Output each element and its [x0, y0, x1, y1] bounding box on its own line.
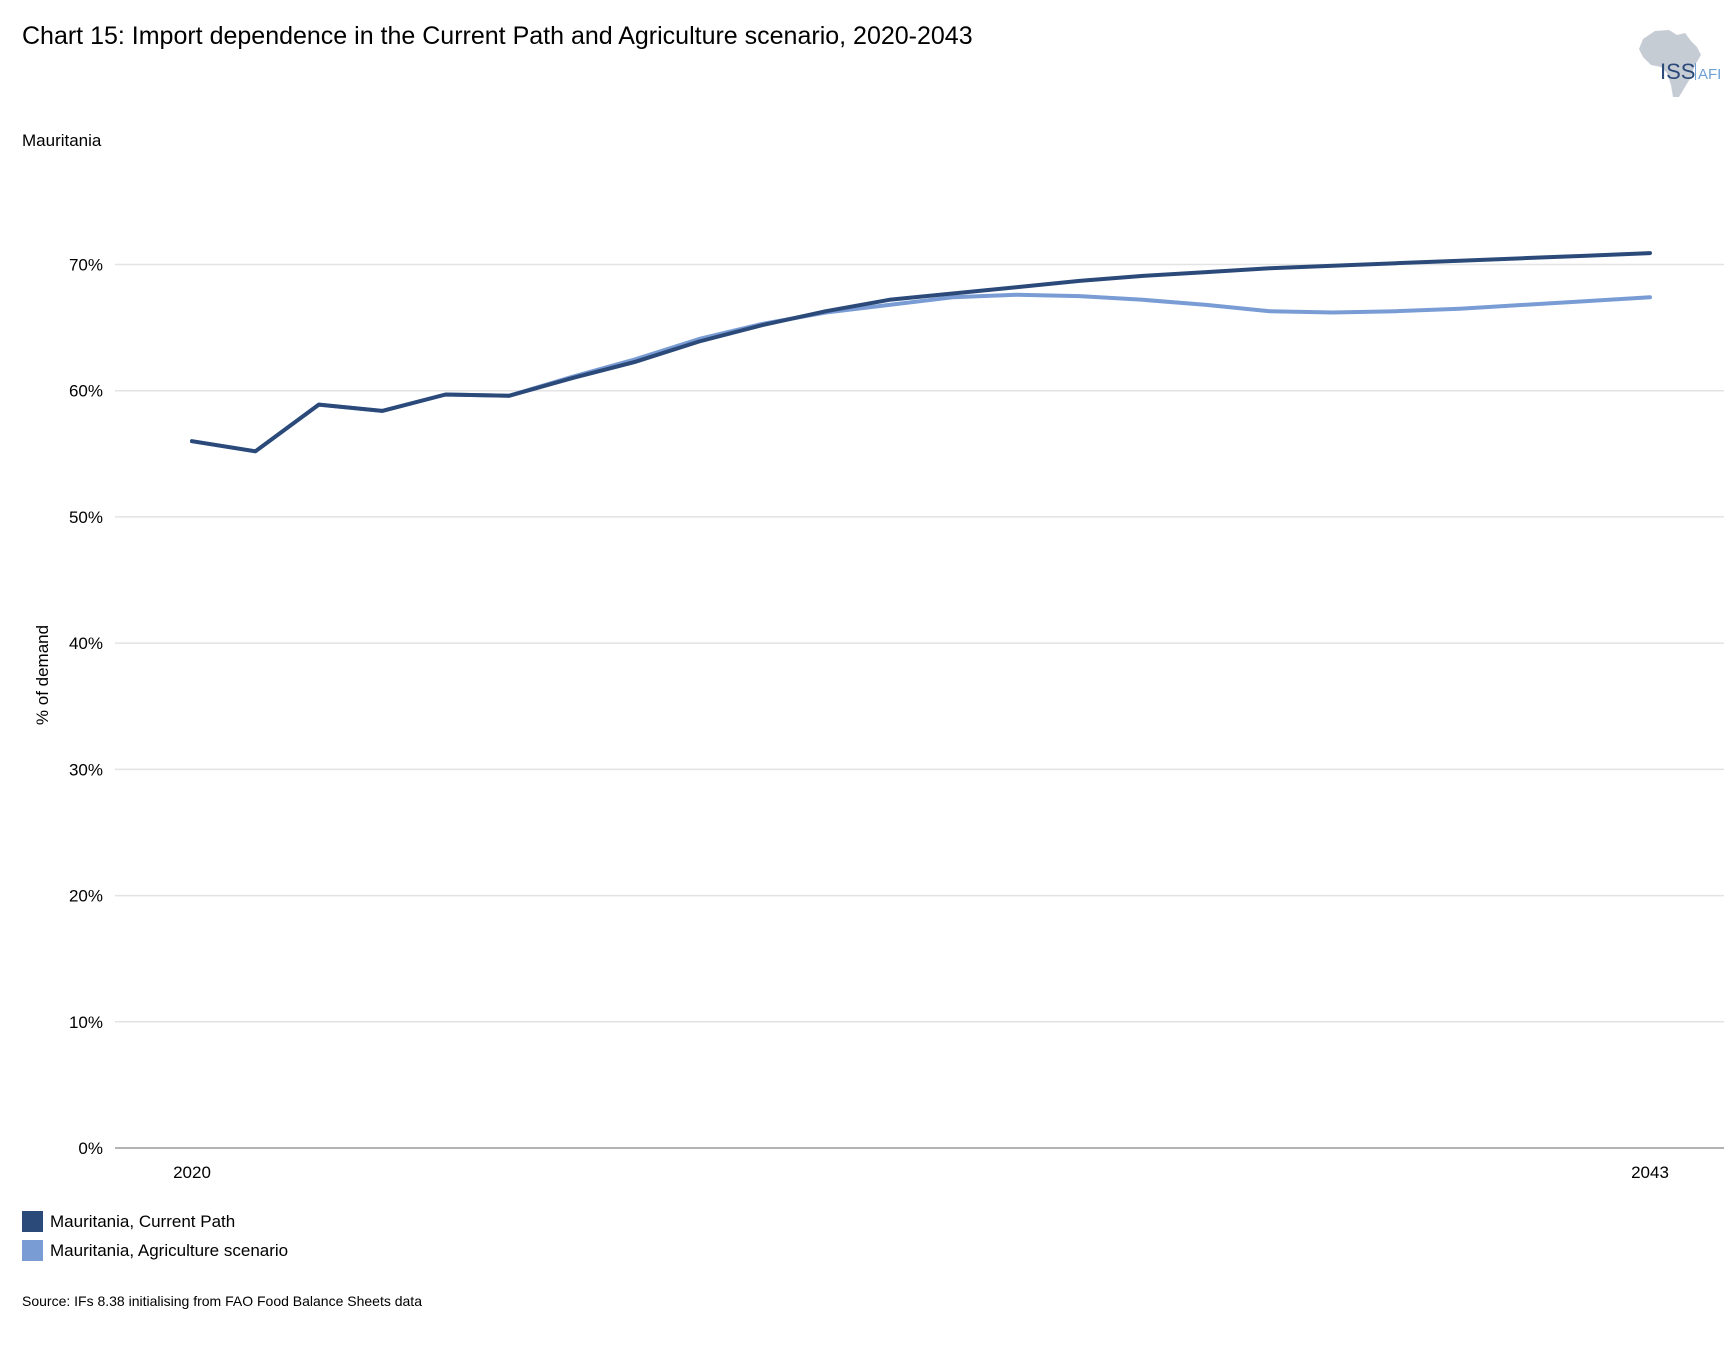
y-tick-label: 30% [69, 760, 103, 779]
y-tick-label: 10% [69, 1013, 103, 1032]
x-tick-label: 2020 [173, 1163, 211, 1182]
y-tick-labels: 0% 10% 20% 30% 40% 50% 60% 70% [69, 256, 103, 1159]
logo-divider [1695, 63, 1696, 80]
chart-subtitle: Mauritania [22, 131, 102, 150]
legend-item-current-path: Mauritania, Current Path [22, 1207, 288, 1236]
legend-label-agriculture: Mauritania, Agriculture scenario [50, 1240, 289, 1260]
x-tick-labels: 2020 2043 [173, 1163, 1669, 1182]
legend-item-agriculture: Mauritania, Agriculture scenario [22, 1236, 288, 1265]
y-tick-label: 70% [69, 256, 103, 275]
y-tick-label: 20% [69, 887, 103, 906]
chart-title: Chart 15: Import dependence in the Curre… [22, 22, 973, 50]
grid-lines [115, 263, 1724, 1149]
y-tick-label: 40% [69, 634, 103, 653]
iss-afi-logo: ISS AFI [1639, 30, 1721, 97]
africa-map-icon [1639, 30, 1701, 97]
y-axis-label: % of demand [33, 625, 52, 725]
legend-label-current-path: Mauritania, Current Path [50, 1211, 236, 1231]
logo-iss-text: ISS [1660, 59, 1695, 84]
series-lines [190, 251, 1652, 454]
logo-afi-text: AFI [1698, 66, 1721, 83]
chart-legend: Mauritania, Current Path Mauritania, Agr… [22, 1207, 288, 1265]
y-tick-label: 60% [69, 382, 103, 401]
source-note: Source: IFs 8.38 initialising from FAO F… [22, 1293, 422, 1309]
legend-swatch-agriculture [22, 1240, 43, 1261]
series-line-current-path [190, 251, 1652, 454]
series-line-agriculture [190, 292, 1652, 454]
legend-swatch-current-path [22, 1211, 43, 1232]
y-tick-label: 0% [78, 1139, 103, 1158]
x-tick-label: 2043 [1631, 1163, 1669, 1182]
y-tick-label: 50% [69, 508, 103, 527]
